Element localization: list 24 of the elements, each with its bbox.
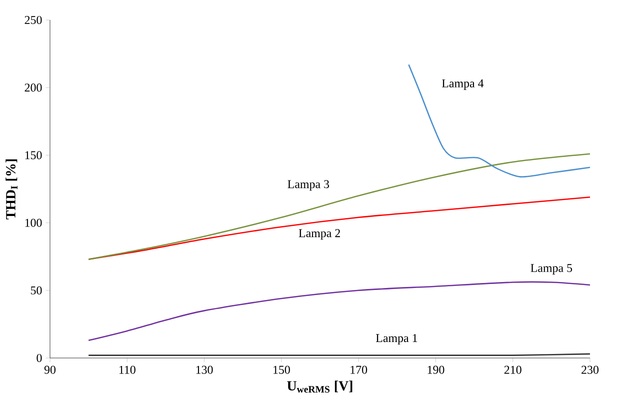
x-tick-label: 170 <box>350 366 368 374</box>
line-series <box>88 196 591 260</box>
x-tick-label: 150 <box>274 366 290 374</box>
series-label: Lampa 2 <box>298 229 340 240</box>
x-tick-label: 130 <box>196 366 213 374</box>
x-tick-label: 90 <box>44 366 56 374</box>
x-tick-label: 210 <box>504 366 522 374</box>
line-series <box>408 64 591 178</box>
y-tick-label: 150 <box>25 151 42 160</box>
x-axis-title: U$_{weRMS}$ [V] <box>287 380 352 393</box>
series-label: Lampa 5 <box>530 264 572 274</box>
series-label: Lampa 3 <box>288 180 330 191</box>
y-tick-label: 100 <box>25 218 42 227</box>
y-axis-title: THD$_{I}$ [%] <box>6 159 18 220</box>
series-label: Lampa 1 <box>376 334 418 345</box>
y-tick-label: 250 <box>24 16 42 24</box>
x-tick-label: 230 <box>582 366 599 374</box>
series-label: Lampa 4 <box>442 79 484 90</box>
line-series <box>88 153 591 260</box>
y-tick-label: 50 <box>30 286 42 294</box>
y-tick-label: 0 <box>36 354 42 362</box>
y-tick-label: 200 <box>24 84 42 92</box>
x-tick-label: 190 <box>428 366 444 374</box>
x-tick-label: 110 <box>119 366 136 374</box>
